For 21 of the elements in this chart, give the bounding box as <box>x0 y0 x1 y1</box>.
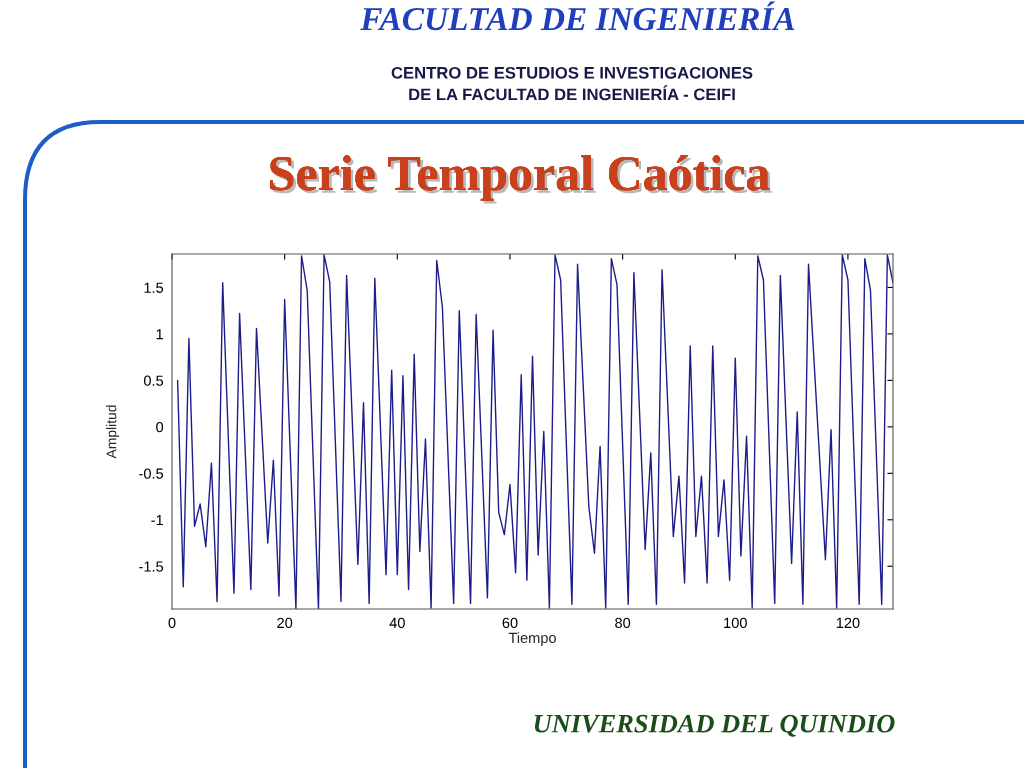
y-tick-label: 0 <box>156 421 164 433</box>
y-axis-title: Amplitud <box>106 405 120 459</box>
x-tick-label: 120 <box>836 617 860 629</box>
x-tick-label: 20 <box>277 617 293 629</box>
x-tick-label: 40 <box>389 617 405 629</box>
line-series <box>176 254 893 609</box>
y-tick-label: -0.5 <box>139 468 164 479</box>
x-tick-label: 100 <box>724 617 747 629</box>
x-tick-label: 60 <box>502 617 518 629</box>
text: FACULTAD DE INGENIERÍA <box>360 1 795 31</box>
x-tick-label: 80 <box>615 617 631 629</box>
text: UNIVERSIDAD DEL QUINDIO <box>534 714 895 737</box>
x-tick-label: 0 <box>168 617 176 629</box>
y-tick-label: -1.5 <box>139 561 164 572</box>
x-axis-title: Tiempo <box>508 632 556 646</box>
y-tick-label: 0.5 <box>143 375 164 386</box>
text: CENTRO DE ESTUDIOS E INVESTIGACIONES DE LA FACULTAD DE INGENIERÍA - CEIFI <box>391 66 753 101</box>
y-tick-label: 1 <box>156 329 163 340</box>
y-tick-label: -1 <box>151 515 163 526</box>
y-tick-label: 1.5 <box>144 282 164 293</box>
chart-title: Serie Temporal Caótica <box>270 155 773 204</box>
